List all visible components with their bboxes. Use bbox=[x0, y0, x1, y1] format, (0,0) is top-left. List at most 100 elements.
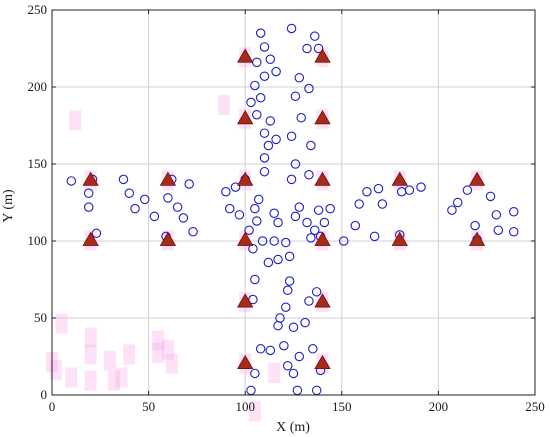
circle-point bbox=[290, 91, 301, 101]
circle-point bbox=[304, 296, 314, 306]
highlight-mark bbox=[55, 313, 68, 334]
circle-point bbox=[284, 276, 295, 286]
circle-point bbox=[319, 217, 330, 228]
circle-point bbox=[491, 210, 502, 220]
circle-point bbox=[271, 134, 281, 145]
circle-point bbox=[306, 140, 316, 151]
circle-point bbox=[255, 93, 266, 103]
circle-point bbox=[124, 188, 135, 199]
circle-point bbox=[294, 73, 305, 83]
triangle-point bbox=[159, 171, 177, 186]
highlight-mark bbox=[123, 344, 136, 365]
circle-point bbox=[311, 385, 322, 396]
circle-point bbox=[350, 220, 361, 231]
circle-point bbox=[259, 42, 270, 52]
circle-point bbox=[311, 287, 322, 297]
x-tick-label: 50 bbox=[142, 399, 155, 414]
triangle-point bbox=[314, 354, 331, 370]
circle-point bbox=[184, 179, 194, 189]
circle-point bbox=[265, 54, 276, 65]
highlight-mark bbox=[165, 353, 178, 374]
triangle-point bbox=[237, 171, 254, 186]
circle-point bbox=[259, 71, 270, 81]
y-axis-label: Y (m) bbox=[1, 189, 16, 223]
circle-point bbox=[294, 351, 305, 362]
circle-point bbox=[470, 220, 480, 231]
highlight-mark bbox=[248, 401, 261, 422]
circle-point bbox=[508, 227, 519, 237]
circle-point bbox=[252, 109, 262, 120]
circle-point bbox=[259, 128, 270, 138]
circle-point bbox=[452, 197, 463, 208]
circle-point bbox=[282, 360, 293, 371]
circle-point bbox=[296, 113, 306, 123]
circle-point bbox=[273, 254, 283, 265]
highlight-mark bbox=[152, 330, 165, 351]
circle-point bbox=[224, 203, 235, 214]
circle-point bbox=[250, 203, 260, 214]
triangle-point bbox=[82, 171, 99, 186]
triangle-point bbox=[237, 109, 254, 125]
circle-point bbox=[462, 185, 473, 195]
circle-point bbox=[257, 236, 268, 246]
circle-point bbox=[493, 225, 504, 235]
circle-point bbox=[246, 385, 256, 396]
circle-point bbox=[248, 243, 258, 254]
circle-point bbox=[288, 368, 299, 379]
triangle-point bbox=[159, 231, 177, 246]
circle-point bbox=[91, 228, 102, 239]
triangle-series bbox=[82, 48, 486, 370]
highlight-mark bbox=[69, 110, 82, 131]
triangle-point bbox=[237, 293, 254, 308]
circle-point bbox=[178, 213, 189, 223]
circle-point bbox=[273, 217, 283, 228]
triangle-point bbox=[237, 231, 254, 246]
circle-point bbox=[284, 251, 295, 262]
circle-point bbox=[302, 43, 312, 54]
circle-point bbox=[273, 320, 283, 331]
y-tick-label: 0 bbox=[41, 387, 48, 402]
x-axis-label: X (m) bbox=[276, 420, 310, 435]
circle-point bbox=[338, 236, 349, 246]
highlight-mark bbox=[65, 367, 78, 388]
circle-point bbox=[252, 216, 262, 226]
highlight-mark bbox=[115, 367, 128, 388]
circle-point bbox=[172, 202, 183, 212]
highlight-mark bbox=[268, 362, 281, 383]
x-tick-label: 100 bbox=[235, 399, 255, 414]
triangle-point bbox=[314, 231, 331, 246]
triangle-point bbox=[468, 231, 486, 246]
circle-point bbox=[286, 23, 297, 34]
circle-point bbox=[130, 203, 140, 214]
x-tick-label: 250 bbox=[525, 399, 545, 414]
circle-point bbox=[354, 199, 364, 209]
circle-point bbox=[279, 340, 289, 351]
circle-point bbox=[244, 225, 254, 235]
circle-point bbox=[508, 206, 519, 217]
triangle-point bbox=[391, 171, 408, 186]
x-tick-label: 150 bbox=[332, 399, 352, 414]
highlight-mark bbox=[152, 342, 165, 363]
circle-point bbox=[300, 317, 310, 328]
circle-series bbox=[66, 23, 519, 396]
grid-lines bbox=[51, 9, 536, 396]
circle-point bbox=[263, 257, 274, 268]
highlight-mark bbox=[161, 339, 174, 360]
circle-point bbox=[294, 202, 305, 212]
circle-point bbox=[288, 322, 299, 332]
circle-point bbox=[485, 191, 496, 202]
circle-point bbox=[230, 182, 241, 192]
y-tick-label: 50 bbox=[34, 310, 47, 325]
y-tick-label: 200 bbox=[28, 79, 48, 94]
circle-point bbox=[369, 231, 380, 242]
circle-point bbox=[302, 217, 312, 228]
triangle-point bbox=[391, 231, 408, 246]
circle-point bbox=[304, 170, 314, 180]
highlight-mark bbox=[107, 370, 120, 391]
triangle-point bbox=[314, 293, 331, 308]
y-tick-label: 250 bbox=[28, 2, 48, 17]
y-tick-label: 150 bbox=[28, 156, 48, 171]
circle-point bbox=[259, 153, 270, 163]
highlight-mark bbox=[84, 344, 97, 365]
triangle-point bbox=[237, 48, 254, 63]
